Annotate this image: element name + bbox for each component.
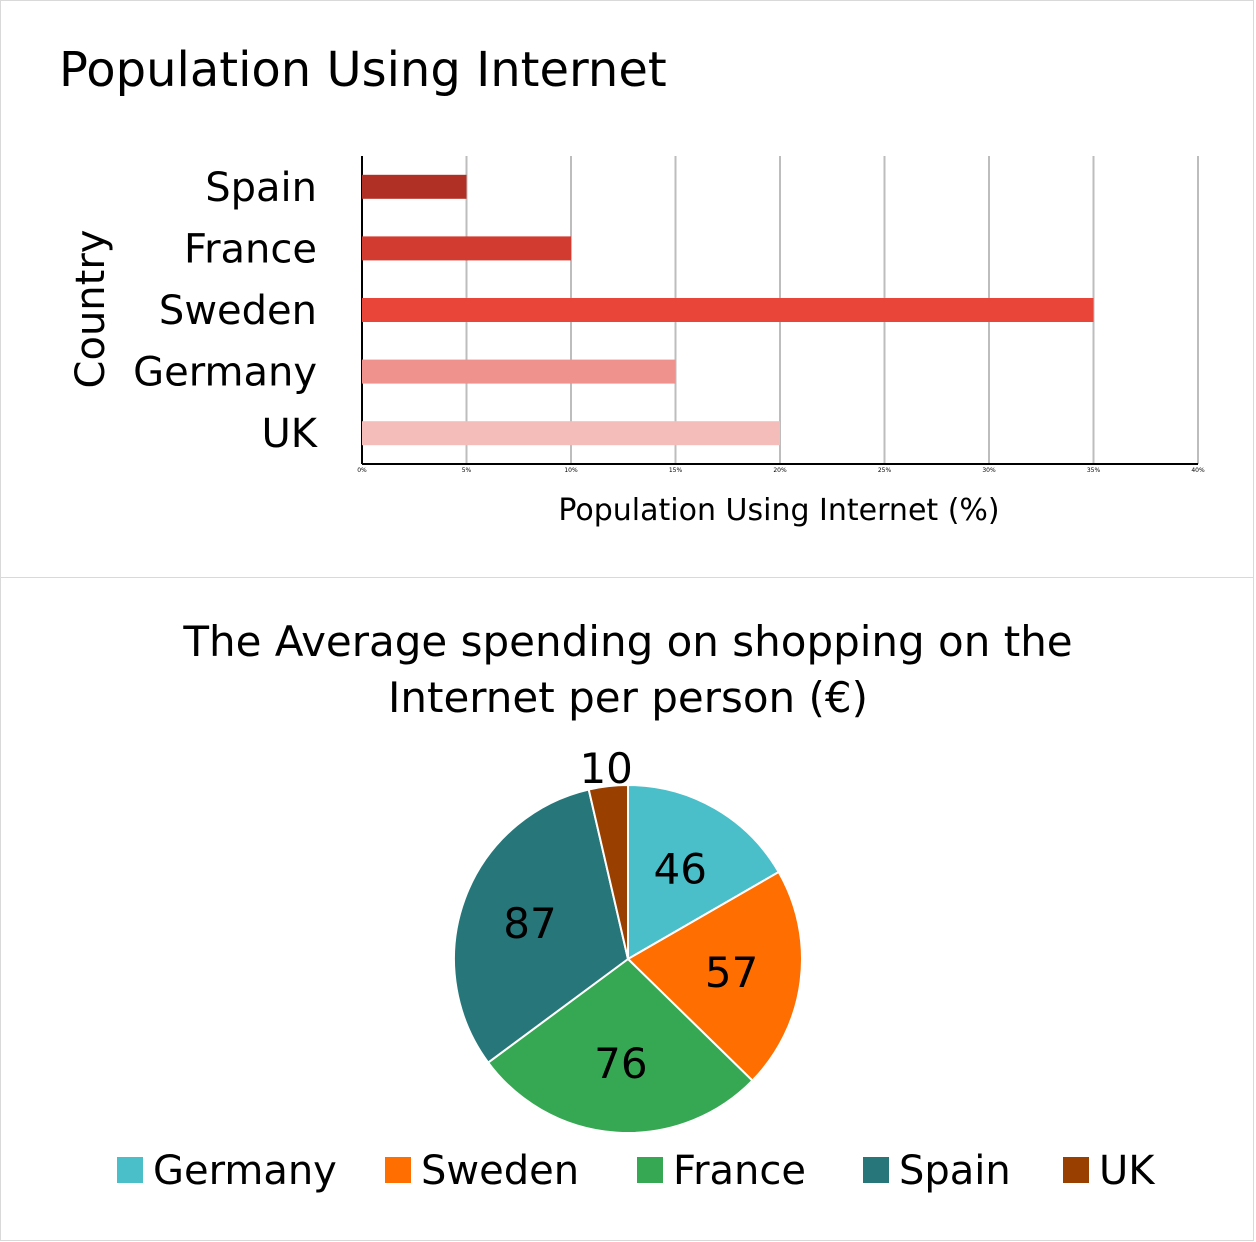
bar-sweden bbox=[362, 298, 1094, 322]
x-tick-label: 25% bbox=[878, 467, 892, 474]
legend-label: Germany bbox=[153, 1148, 337, 1194]
legend-swatch-sweden bbox=[385, 1157, 411, 1183]
pie-slice-spain bbox=[453, 788, 630, 1064]
category-label: Spain bbox=[205, 165, 317, 211]
legend-label: Sweden bbox=[421, 1148, 579, 1194]
bar-spain bbox=[362, 174, 467, 199]
pie-data-label: 10 bbox=[579, 744, 632, 793]
x-tick-label: 40% bbox=[1191, 467, 1205, 474]
bar-germany bbox=[362, 359, 676, 384]
pie-data-label: 87 bbox=[503, 899, 556, 948]
bar-chart: Population Using Internet Spain France Swe… bbox=[59, 42, 1205, 528]
category-label: Germany bbox=[133, 350, 317, 396]
legend-label: Spain bbox=[899, 1148, 1011, 1194]
category-label: UK bbox=[261, 411, 318, 457]
x-tick-label: 15% bbox=[669, 467, 683, 474]
x-tick-label: 10% bbox=[564, 467, 578, 474]
pie-chart: The Average spending on shopping on the … bbox=[117, 617, 1156, 1194]
bar-uk bbox=[362, 421, 780, 446]
pie-chart-title-line-1: The Average spending on shopping on the bbox=[182, 617, 1072, 666]
pie-slice-uk bbox=[587, 783, 629, 960]
legend-swatch-france bbox=[637, 1157, 663, 1183]
x-tick-label: 5% bbox=[462, 467, 472, 474]
pie-data-label: 76 bbox=[594, 1039, 647, 1088]
legend-swatch-spain bbox=[863, 1157, 889, 1183]
legend-label: UK bbox=[1099, 1148, 1156, 1194]
x-axis-label: Population Using Internet (%) bbox=[558, 493, 999, 528]
pie-slice-sweden bbox=[626, 870, 803, 1083]
bar-france bbox=[362, 236, 571, 261]
legend-swatch-uk bbox=[1063, 1157, 1089, 1183]
x-tick-label: 20% bbox=[773, 467, 787, 474]
y-axis-label: Country bbox=[68, 230, 114, 389]
category-label: Sweden bbox=[159, 288, 317, 334]
x-tick-label: 35% bbox=[1087, 467, 1101, 474]
pie-slice-germany bbox=[627, 783, 781, 961]
bar-chart-title: Population Using Internet bbox=[59, 42, 667, 98]
pie-data-label: 57 bbox=[705, 948, 758, 997]
x-tick-label: 0% bbox=[357, 467, 367, 474]
pie-data-label: 46 bbox=[653, 845, 706, 894]
category-label: France bbox=[184, 226, 317, 272]
bar-chart-panel: Population Using Internet Spain France Swe… bbox=[0, 0, 1254, 578]
legend-swatch-germany bbox=[117, 1157, 143, 1183]
pie-chart-title-line-2: Internet per person (€) bbox=[388, 673, 868, 722]
pie-chart-panel: The Average spending on shopping on the … bbox=[0, 577, 1254, 1241]
pie-slice-france bbox=[486, 957, 754, 1134]
x-tick-label: 30% bbox=[982, 467, 996, 474]
legend-label: France bbox=[673, 1148, 806, 1194]
